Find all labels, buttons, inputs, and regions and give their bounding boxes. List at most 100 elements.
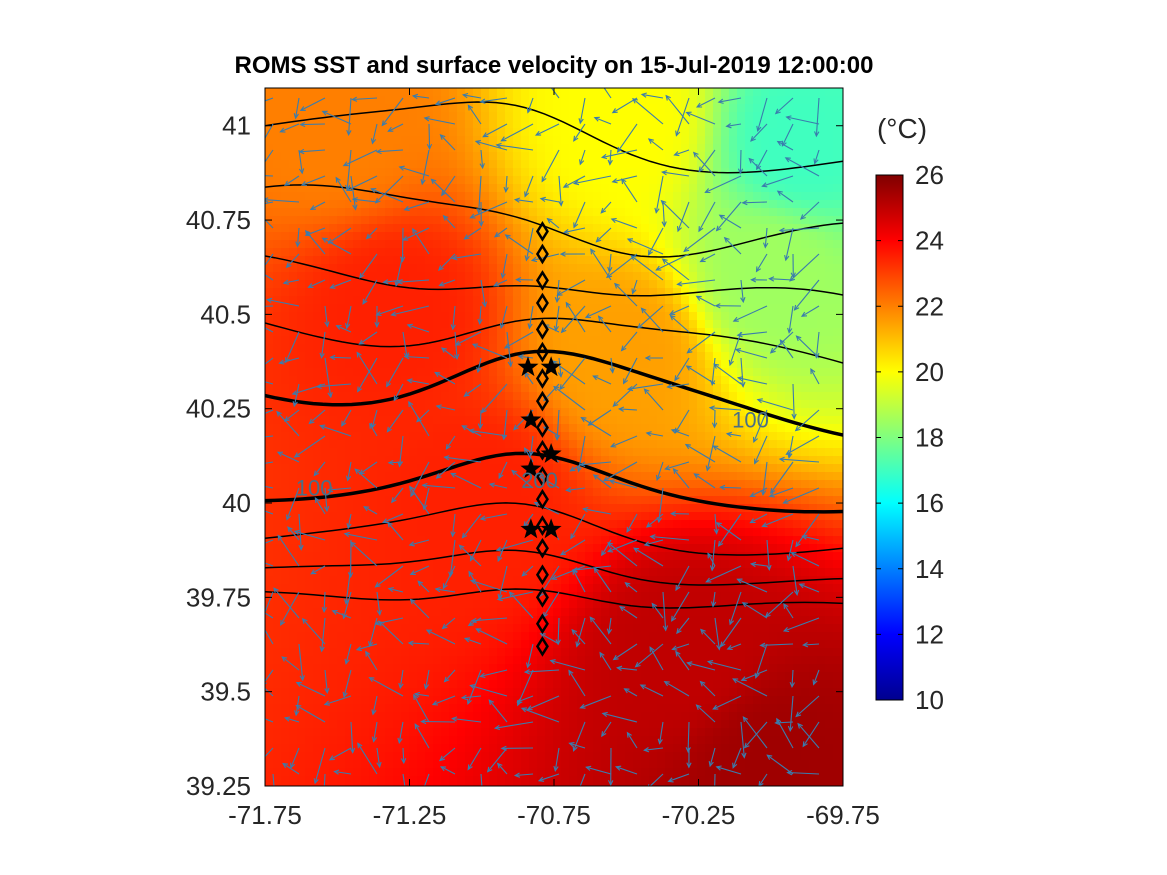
sst-cell (537, 616, 546, 625)
sst-cell (473, 320, 482, 329)
sst-cell (433, 392, 442, 401)
sst-cell (553, 624, 562, 633)
sst-cell (473, 168, 482, 177)
sst-cell (753, 424, 762, 433)
sst-cell (769, 448, 778, 457)
sst-cell (841, 400, 843, 409)
sst-cell (729, 136, 738, 145)
sst-cell (481, 560, 490, 569)
sst-cell (265, 512, 274, 521)
sst-cell (297, 208, 306, 217)
sst-cell (585, 200, 594, 209)
sst-cell (529, 376, 538, 385)
sst-cell (425, 504, 434, 513)
sst-cell (281, 600, 290, 609)
sst-cell (729, 128, 738, 137)
sst-cell (769, 120, 778, 129)
sst-cell (449, 112, 458, 121)
sst-cell (289, 104, 298, 113)
sst-cell (713, 352, 722, 361)
sst-cell (641, 376, 650, 385)
sst-cell (769, 592, 778, 601)
sst-cell (321, 408, 330, 417)
sst-cell (369, 592, 378, 601)
sst-cell (417, 320, 426, 329)
sst-cell (665, 88, 674, 97)
sst-cell (617, 616, 626, 625)
sst-cell (713, 128, 722, 137)
sst-cell (313, 184, 322, 193)
sst-cell (329, 160, 338, 169)
sst-cell (377, 376, 386, 385)
sst-cell (337, 408, 346, 417)
sst-cell (689, 400, 698, 409)
sst-cell (593, 512, 602, 521)
sst-cell (385, 144, 394, 153)
sst-cell (337, 104, 346, 113)
sst-cell (665, 288, 674, 297)
sst-cell (561, 600, 570, 609)
sst-cell (345, 512, 354, 521)
sst-cell (625, 264, 634, 273)
sst-cell (561, 120, 570, 129)
sst-cell (833, 128, 842, 137)
sst-cell (729, 576, 738, 585)
sst-cell (513, 192, 522, 201)
sst-cell (273, 592, 282, 601)
sst-cell (265, 200, 274, 209)
sst-cell (281, 248, 290, 257)
sst-cell (289, 128, 298, 137)
sst-cell (537, 88, 546, 97)
sst-cell (761, 616, 770, 625)
sst-cell (385, 264, 394, 273)
sst-cell (321, 552, 330, 561)
sst-cell (657, 328, 666, 337)
sst-cell (537, 216, 546, 225)
sst-cell (673, 600, 682, 609)
sst-cell (353, 424, 362, 433)
sst-cell (737, 528, 746, 537)
sst-cell (465, 272, 474, 281)
sst-cell (377, 232, 386, 241)
sst-cell (729, 424, 738, 433)
sst-cell (473, 472, 482, 481)
sst-cell (641, 312, 650, 321)
sst-cell (457, 456, 466, 465)
sst-cell (657, 512, 666, 521)
sst-cell (705, 304, 714, 313)
sst-cell (713, 112, 722, 121)
sst-cell (457, 304, 466, 313)
sst-cell (305, 368, 314, 377)
sst-cell (513, 384, 522, 393)
sst-cell (305, 392, 314, 401)
sst-cell (841, 448, 843, 457)
sst-cell (641, 464, 650, 473)
sst-cell (497, 336, 506, 345)
sst-cell (833, 608, 842, 617)
sst-cell (537, 592, 546, 601)
sst-cell (729, 480, 738, 489)
sst-cell (697, 264, 706, 273)
sst-cell (793, 464, 802, 473)
sst-cell (345, 600, 354, 609)
sst-cell (393, 544, 402, 553)
sst-cell (617, 624, 626, 633)
sst-cell (769, 320, 778, 329)
sst-cell (361, 520, 370, 529)
sst-cell (385, 448, 394, 457)
sst-cell (497, 368, 506, 377)
sst-cell (657, 616, 666, 625)
sst-cell (593, 152, 602, 161)
sst-cell (625, 232, 634, 241)
sst-cell (841, 312, 843, 321)
sst-cell (305, 560, 314, 569)
sst-cell (809, 552, 818, 561)
sst-cell (377, 96, 386, 105)
sst-cell (649, 392, 658, 401)
sst-cell (481, 208, 490, 217)
sst-cell (713, 432, 722, 441)
sst-cell (489, 368, 498, 377)
sst-cell (433, 480, 442, 489)
sst-cell (625, 320, 634, 329)
sst-cell (841, 192, 843, 201)
